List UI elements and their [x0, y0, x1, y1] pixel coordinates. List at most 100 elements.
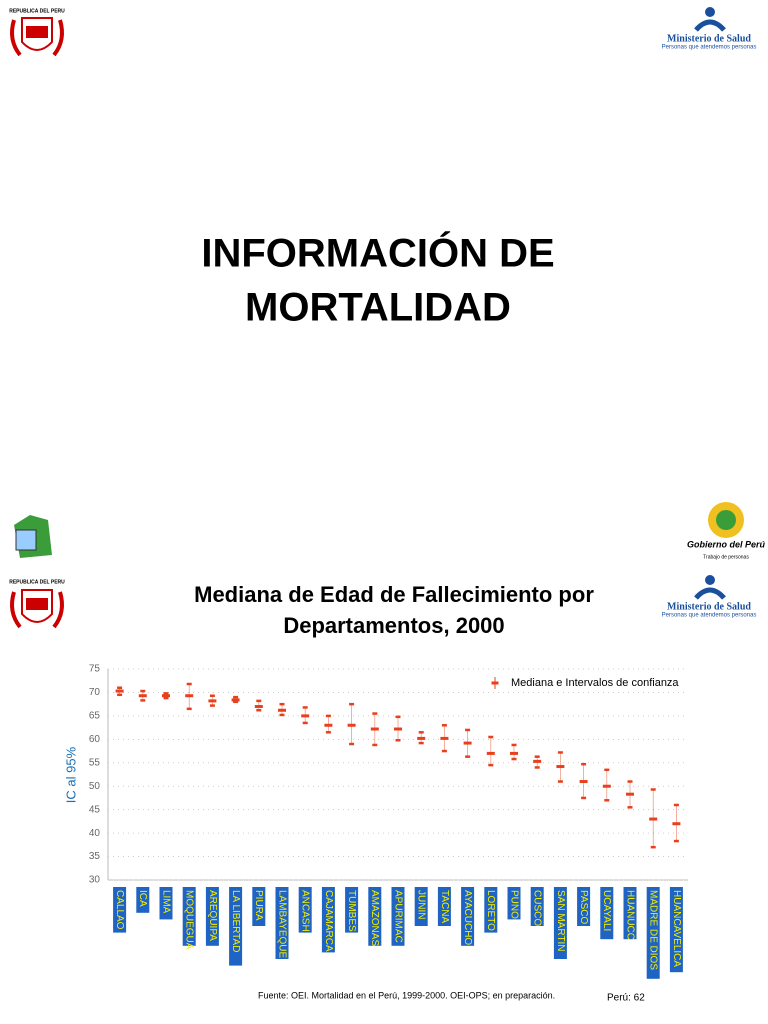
median — [510, 751, 518, 755]
x-tick-label: AYACUCHO — [462, 890, 473, 945]
median — [672, 822, 681, 826]
median — [254, 705, 263, 709]
x-tick-label: CUSCO — [532, 890, 543, 926]
x-tick-label: SAN MARTIN — [555, 890, 566, 952]
category-box — [321, 887, 335, 953]
category-box — [345, 887, 359, 933]
category-box — [391, 887, 405, 946]
category-box — [113, 887, 127, 933]
y-tick-label: 50 — [89, 781, 101, 792]
x-tick-label: CALLAO — [114, 890, 125, 930]
x-tick-label: MADRE DE DIOS — [648, 890, 659, 970]
median — [278, 708, 286, 712]
category-box — [182, 887, 196, 946]
slide-title: MORTALIDAD — [245, 286, 511, 330]
x-tick-label: APURIMAC — [392, 890, 403, 943]
y-tick-label: 40 — [89, 828, 101, 839]
category-box — [414, 887, 428, 926]
x-tick-label: HUANCAVELICA — [671, 890, 682, 967]
median — [162, 694, 170, 698]
median — [347, 723, 356, 727]
category-box — [623, 887, 637, 940]
median — [185, 694, 194, 698]
minsa-logo: Ministerio de Salud Personas que atendem… — [662, 575, 757, 619]
x-tick-label: LIMA — [160, 890, 171, 914]
x-tick-label: ICA — [137, 890, 148, 907]
category-box — [646, 887, 660, 979]
category-box — [553, 887, 567, 959]
median — [208, 699, 217, 703]
y-tick-label: 75 — [89, 664, 101, 675]
y-tick-label: 45 — [89, 804, 101, 815]
median — [138, 694, 147, 698]
category-box — [159, 887, 173, 920]
x-tick-label: AREQUIPA — [207, 890, 218, 941]
category-box — [507, 887, 521, 920]
median — [556, 765, 565, 769]
category-box — [275, 887, 289, 959]
median — [324, 723, 333, 727]
government-logo: Gobierno del Perú Trabajo de personas — [687, 502, 766, 560]
median — [602, 784, 611, 788]
median — [115, 689, 124, 693]
x-tick-label: ANCASH — [300, 890, 311, 932]
x-tick-label: TUMBES — [346, 890, 357, 932]
median — [440, 736, 449, 740]
category-box — [600, 887, 614, 940]
legend-swatch — [491, 681, 499, 685]
y-tick-label: 35 — [89, 851, 101, 862]
map-logo — [14, 515, 52, 558]
category-box — [229, 887, 243, 966]
median — [394, 727, 402, 731]
category-box — [368, 887, 382, 946]
chart-title: Departamentos, 2000 — [283, 613, 504, 638]
x-tick-label: PASCO — [578, 890, 589, 924]
shield-logo: REPUBLICA DEL PERU — [9, 579, 65, 629]
minsa-logo: Ministerio de Salud Personas que atendem… — [662, 7, 756, 51]
category-box — [461, 887, 475, 946]
chart-title: Mediana de Edad de Fallecimiento por — [194, 582, 594, 607]
x-tick-label: JUNIN — [416, 890, 427, 919]
x-tick-label: LA LIBERTAD — [230, 890, 241, 952]
median — [417, 736, 426, 740]
median — [626, 792, 634, 796]
category-box — [577, 887, 591, 926]
government-tagline: Trabajo de personas — [703, 554, 749, 560]
x-tick-label: UCAYALI — [601, 890, 612, 931]
median — [533, 759, 542, 763]
median — [370, 727, 379, 731]
x-tick-label: PUNO — [508, 890, 519, 919]
median — [231, 698, 240, 702]
category-box — [530, 887, 544, 926]
y-axis-label: IC al 95% — [63, 746, 78, 803]
ministry-tagline: Personas que atendemos personas — [662, 613, 757, 619]
y-tick-label: 60 — [89, 734, 101, 745]
y-tick-label: 55 — [89, 757, 101, 768]
category-box — [437, 887, 451, 926]
category-box — [252, 887, 266, 926]
category-box — [205, 887, 219, 946]
median — [301, 714, 310, 718]
note: Perú: 62 — [607, 993, 645, 1004]
shield-text: REPUBLICA DEL PERU — [9, 579, 65, 585]
x-tick-label: MOQUEGUA — [184, 890, 195, 950]
y-tick-label: 65 — [89, 711, 101, 722]
x-tick-label: LORETO — [485, 890, 496, 931]
shield-logo: REPUBLICA DEL PERU — [9, 8, 65, 57]
x-tick-label: PIURA — [253, 890, 264, 921]
x-tick-label: HUANUCO — [624, 890, 635, 941]
slide-title: INFORMACIÓN DE — [201, 230, 554, 276]
median — [579, 780, 588, 784]
median — [486, 751, 495, 755]
median — [463, 741, 472, 745]
source: Fuente: OEI. Mortalidad en el Perú, 1999… — [258, 990, 555, 1000]
x-tick-label: AMAZONAS — [369, 890, 380, 946]
ministry: Ministerio de Salud — [667, 601, 751, 612]
category-box — [484, 887, 498, 933]
category-box — [136, 887, 150, 913]
legend-label: Mediana e Intervalos de confianza — [511, 677, 679, 689]
y-tick-label: 30 — [89, 875, 101, 886]
category-box — [298, 887, 312, 933]
x-tick-label: CAJAMARCA — [323, 890, 334, 952]
